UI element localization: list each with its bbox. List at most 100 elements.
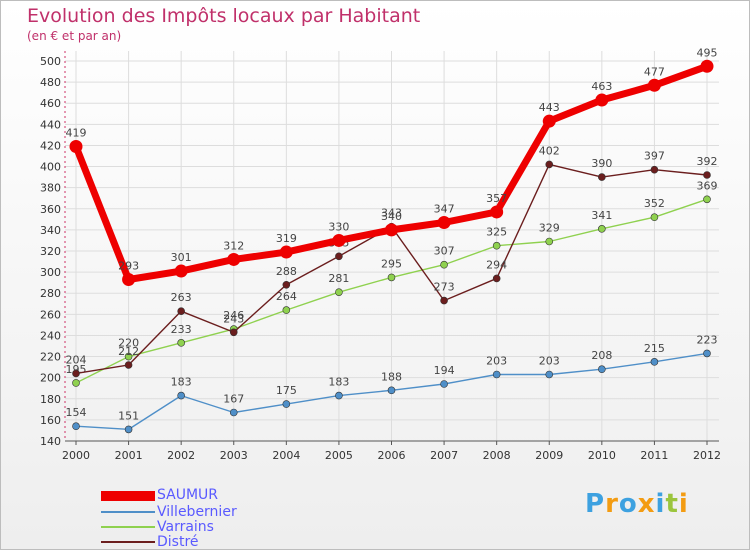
- x-tick-label: 2009: [535, 449, 563, 462]
- data-label: 204: [66, 353, 87, 366]
- data-label: 154: [66, 406, 87, 419]
- y-tick-label: 240: [40, 329, 61, 342]
- x-tick-label: 2000: [62, 449, 90, 462]
- legend-swatch-varrains: [101, 526, 155, 528]
- logo-letter: x: [637, 489, 656, 519]
- data-label: 341: [591, 209, 612, 222]
- data-point: [227, 252, 241, 266]
- data-label: 477: [644, 65, 665, 78]
- data-label: 220: [118, 337, 139, 350]
- data-label: 307: [434, 245, 455, 258]
- data-label: 329: [539, 222, 560, 235]
- data-label: 495: [697, 46, 718, 59]
- x-tick-label: 2005: [325, 449, 353, 462]
- data-label: 151: [118, 409, 139, 422]
- data-label: 243: [223, 312, 244, 325]
- data-label: 273: [434, 281, 455, 294]
- data-label: 392: [697, 155, 718, 168]
- legend-label-distre: Distré: [157, 534, 199, 550]
- data-point: [69, 140, 83, 153]
- data-label: 208: [591, 349, 612, 362]
- y-tick-label: 220: [40, 351, 61, 364]
- data-label: 183: [328, 376, 349, 389]
- data-label: 330: [328, 220, 349, 233]
- data-label: 263: [171, 291, 192, 304]
- y-tick-label: 260: [40, 308, 61, 321]
- y-tick-label: 320: [40, 245, 61, 258]
- data-label: 233: [171, 323, 192, 336]
- data-point: [492, 274, 501, 283]
- y-tick-label: 300: [40, 266, 61, 279]
- data-label: 463: [591, 80, 612, 93]
- data-point: [124, 361, 133, 369]
- x-tick-label: 2010: [588, 449, 616, 462]
- data-point: [703, 349, 711, 358]
- data-label: 419: [66, 127, 87, 140]
- legend-label-saumur: SAUMUR: [157, 487, 219, 503]
- x-tick-label: 2012: [693, 449, 721, 462]
- data-point: [282, 400, 291, 408]
- data-point: [542, 114, 556, 128]
- legend-label-varrains: Varrains: [157, 519, 214, 535]
- data-label: 301: [171, 251, 192, 264]
- data-point: [545, 237, 554, 246]
- data-point: [332, 233, 346, 247]
- data-point: [177, 307, 185, 315]
- data-label: 223: [697, 333, 718, 346]
- chart-title: Evolution des Impôts locaux par Habitant: [27, 5, 421, 27]
- data-point: [282, 280, 291, 289]
- data-point: [72, 422, 80, 431]
- data-label: 281: [328, 272, 349, 285]
- data-label: 288: [276, 265, 297, 278]
- data-point: [598, 173, 606, 181]
- legend-swatch-distre: [101, 541, 155, 543]
- data-label: 402: [539, 144, 560, 157]
- legend-label-villebernier: Villebernier: [157, 504, 237, 520]
- x-tick-label: 2004: [272, 449, 300, 462]
- data-label: 295: [381, 257, 402, 270]
- logo-letter: o: [618, 489, 638, 519]
- data-point: [650, 358, 659, 366]
- data-point: [700, 59, 714, 73]
- legend-swatch-saumur: [101, 491, 155, 501]
- y-tick-label: 200: [40, 372, 61, 385]
- data-label: 203: [486, 355, 507, 368]
- data-point: [174, 264, 188, 278]
- data-point: [650, 165, 659, 174]
- data-point: [279, 245, 293, 259]
- data-point: [545, 370, 554, 379]
- data-point: [282, 306, 291, 314]
- y-tick-label: 160: [40, 414, 61, 427]
- data-point: [703, 171, 711, 179]
- data-label: 246: [223, 309, 244, 322]
- data-point: [177, 391, 185, 400]
- data-point: [703, 195, 711, 204]
- data-point: [545, 160, 554, 169]
- data-label: 215: [644, 342, 665, 355]
- data-label: 319: [276, 232, 297, 245]
- data-point: [385, 223, 398, 237]
- data-point: [440, 260, 448, 269]
- y-tick-label: 400: [40, 161, 61, 174]
- data-point: [647, 78, 661, 92]
- logo-letter: r: [605, 489, 619, 519]
- data-point: [177, 339, 185, 347]
- data-point: [72, 369, 80, 378]
- data-point: [124, 425, 133, 434]
- data-label: 443: [539, 101, 560, 114]
- data-point: [595, 93, 609, 107]
- data-label: 357: [486, 192, 507, 205]
- data-point: [490, 205, 504, 219]
- data-label: 390: [591, 157, 612, 170]
- data-label: 203: [539, 355, 560, 368]
- y-tick-label: 360: [40, 203, 61, 216]
- data-label: 183: [171, 376, 192, 389]
- data-point: [122, 273, 136, 286]
- data-label: 347: [434, 203, 455, 216]
- x-tick-label: 2006: [378, 449, 406, 462]
- data-label: 167: [223, 393, 244, 406]
- y-tick-label: 280: [40, 287, 61, 300]
- y-tick-label: 420: [40, 139, 61, 152]
- data-point: [650, 213, 659, 222]
